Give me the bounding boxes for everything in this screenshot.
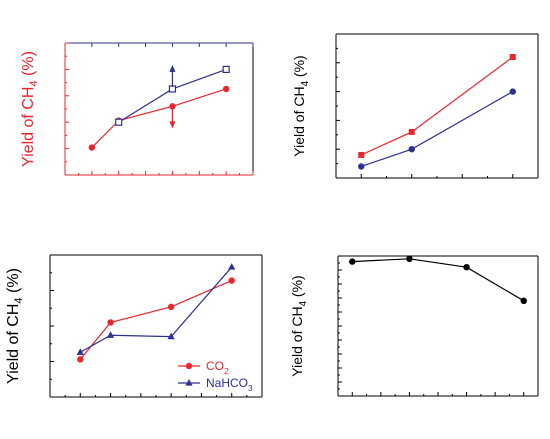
- data-point: [509, 88, 516, 95]
- y-axis-label-subscript: 4: [300, 80, 311, 86]
- data-point: [520, 297, 527, 304]
- series-line-0: [91, 88, 227, 148]
- y-axis-label-subscript: 4: [13, 297, 25, 303]
- data-point: [115, 118, 123, 126]
- series-line-0: [361, 56, 514, 156]
- legend-marker: [185, 379, 193, 386]
- y-axis-label-subscript: 4: [298, 300, 309, 306]
- data-point: [228, 263, 236, 270]
- data-point: [408, 128, 415, 135]
- data-point: [406, 255, 413, 262]
- data-point: [88, 144, 96, 151]
- arrow-head: [169, 64, 176, 72]
- data-point: [77, 356, 84, 363]
- y-axis-label: Yield of CH4 (%): [291, 55, 311, 156]
- data-point: [509, 54, 516, 61]
- data-point: [76, 348, 84, 355]
- legend-item: NaHCO3: [178, 376, 253, 393]
- legend-label-subscript: 2: [224, 366, 229, 376]
- data-point: [222, 65, 230, 74]
- legend-label: CO2: [206, 359, 229, 376]
- y-axis-label-part: (%): [5, 268, 22, 297]
- legend-marker: [185, 362, 193, 370]
- legend-label: NaHCO3: [206, 376, 253, 393]
- y-axis-label-part: (%): [289, 275, 305, 301]
- chart-panel-a: Yield of CH4 (%): [20, 42, 254, 176]
- data-point: [358, 151, 365, 158]
- data-point: [408, 146, 415, 153]
- y-axis-label-part: Yield of CH: [289, 306, 305, 376]
- series-line-0: [352, 258, 525, 302]
- legend-label-subscript: 3: [248, 383, 253, 393]
- legend-item: CO2: [178, 359, 229, 376]
- data-point: [358, 163, 365, 170]
- data-point: [167, 332, 175, 340]
- series-line-1: [361, 91, 514, 168]
- y-axis-label: Yield of CH4 (%): [20, 51, 40, 167]
- y-axis-label-part: Yield of CH: [291, 86, 307, 156]
- y-axis-label-part: (%): [291, 55, 307, 81]
- y-axis-label-part: Yield of CH: [20, 87, 37, 167]
- data-point: [222, 85, 230, 93]
- data-point: [349, 258, 356, 265]
- data-point: [169, 103, 176, 110]
- arrow-head: [169, 121, 176, 129]
- data-point: [106, 331, 115, 338]
- y-axis-label-part: (%): [20, 51, 37, 80]
- y-axis-label: Yield of CH4 (%): [289, 275, 309, 376]
- y-axis-label-subscript: 4: [28, 80, 40, 86]
- series-line-1: [79, 266, 233, 353]
- data-point: [228, 277, 235, 284]
- data-point: [107, 319, 114, 326]
- chart-panel-b: Yield of CH4 (%): [291, 33, 539, 179]
- data-point: [463, 264, 470, 271]
- y-axis-label-part: Yield of CH: [5, 304, 22, 384]
- legend-label-part: CO: [206, 359, 224, 373]
- legend-label-part: NaHCO: [206, 376, 248, 390]
- chart-panel-d: Yield of CH4 (%): [289, 255, 539, 397]
- series-line-0: [79, 280, 232, 360]
- data-point: [167, 303, 175, 311]
- y-axis-label: Yield of CH4 (%): [5, 268, 25, 384]
